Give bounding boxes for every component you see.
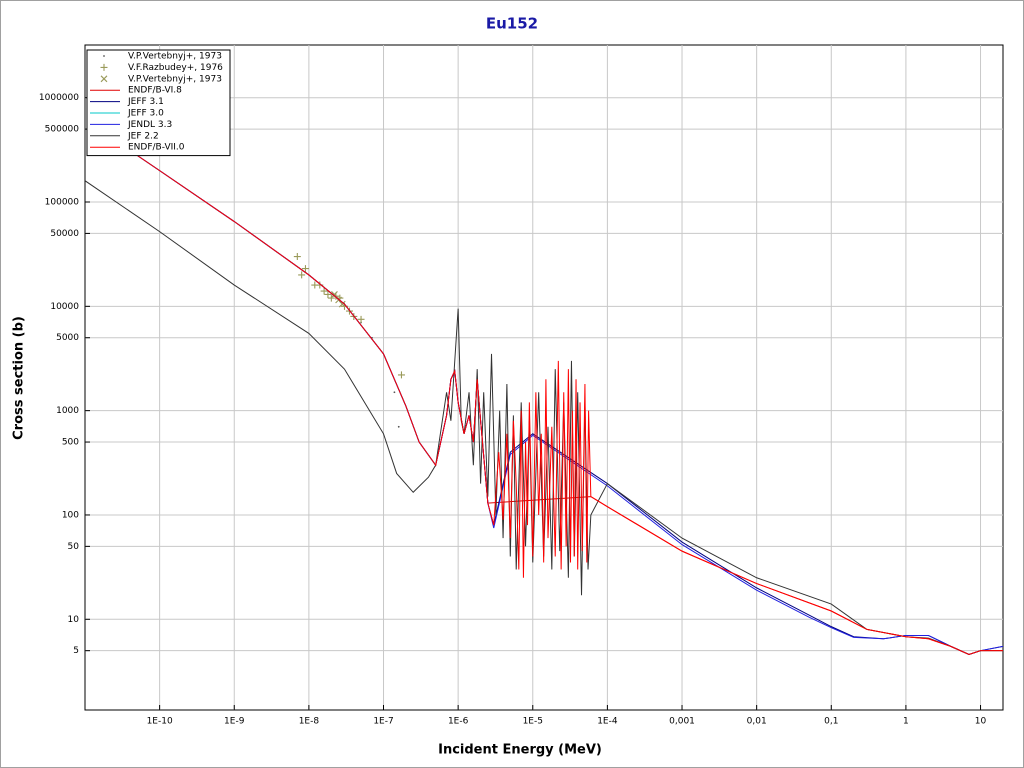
x-tick-label: 1E-9 — [224, 717, 245, 727]
data-point — [393, 391, 396, 394]
series-line — [136, 154, 1003, 655]
x-tick-label: 0,01 — [747, 717, 767, 727]
y-tick-label: 5 — [73, 646, 79, 656]
y-tick-label: 50000 — [50, 229, 79, 239]
chart-title: Eu152 — [486, 15, 538, 33]
y-tick-label: 10 — [68, 615, 80, 625]
legend-label: JEFF 3.1 — [127, 97, 164, 107]
legend-label: ENDF/B-VII.0 — [128, 143, 185, 153]
y-tick-label: 500000 — [45, 125, 80, 135]
data-point — [320, 287, 328, 295]
y-tick-label: 1000 — [56, 406, 79, 416]
x-tick-label: 1E-10 — [147, 717, 173, 727]
data-point — [293, 253, 301, 261]
legend-label: JEF 2.2 — [127, 131, 159, 141]
legend-label: V.F.Razbudey+, 1976 — [128, 63, 223, 73]
y-tick-label: 5000 — [56, 333, 79, 343]
y-axis-label: Cross section (b) — [12, 316, 27, 440]
x-tick-label: 0,1 — [824, 717, 838, 727]
data-point — [338, 300, 346, 308]
legend-label: JEFF 3.0 — [127, 109, 164, 119]
x-tick-label: 1E-4 — [597, 717, 618, 727]
y-tick-label: 500 — [62, 438, 79, 448]
legend-marker — [103, 55, 105, 57]
x-axis-label: Incident Energy (MeV) — [438, 743, 602, 758]
x-tick-label: 0,001 — [669, 717, 695, 727]
x-tick-label: 1E-8 — [299, 717, 320, 727]
data-point — [316, 281, 324, 289]
legend-label: V.P.Vertebnyj+, 1973 — [128, 74, 222, 84]
legend-marker — [100, 63, 108, 71]
data-point — [397, 371, 405, 379]
legend-label: ENDF/B-VI.8 — [128, 86, 182, 96]
x-tick-label: 1E-7 — [373, 717, 393, 727]
y-tick-label: 100000 — [45, 198, 80, 208]
x-tick-label: 1 — [903, 717, 909, 727]
y-tick-label: 1000000 — [39, 93, 79, 103]
data-point — [298, 271, 306, 279]
y-tick-label: 10000 — [50, 302, 79, 312]
series-line — [85, 180, 1003, 655]
legend-label: V.P.Vertebnyj+, 1973 — [128, 52, 222, 62]
data-point — [301, 265, 309, 273]
x-tick-label: 1E-6 — [448, 717, 469, 727]
data-point — [327, 294, 335, 302]
legend-marker — [100, 75, 108, 83]
y-tick-label: 100 — [62, 510, 79, 520]
legend-label: JENDL 3.3 — [127, 120, 172, 130]
y-tick-label: 50 — [68, 542, 80, 552]
data-point — [324, 290, 332, 298]
data-point — [331, 291, 338, 298]
x-tick-label: 1E-5 — [523, 717, 543, 727]
data-point — [357, 315, 365, 323]
data-point — [397, 425, 400, 428]
legend-box — [86, 49, 231, 157]
plot-area — [84, 44, 1004, 711]
x-tick-label: 10 — [975, 717, 987, 727]
plot-content — [85, 154, 1003, 655]
